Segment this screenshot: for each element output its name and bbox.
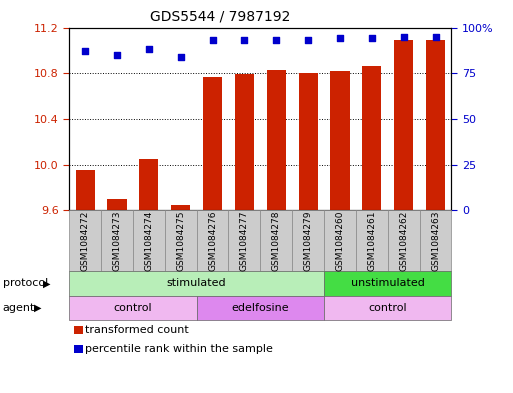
- Bar: [203, 77, 222, 210]
- Bar: [330, 71, 349, 210]
- Point: [368, 35, 376, 42]
- Bar: [75, 170, 95, 210]
- Text: GSM1084272: GSM1084272: [81, 211, 90, 271]
- Text: stimulated: stimulated: [167, 278, 226, 288]
- Bar: [108, 199, 127, 210]
- Point: [81, 48, 89, 54]
- Text: GSM1084279: GSM1084279: [304, 211, 312, 271]
- Text: GSM1084276: GSM1084276: [208, 211, 217, 271]
- Text: control: control: [114, 303, 152, 313]
- Bar: [171, 204, 190, 210]
- Text: ▶: ▶: [34, 303, 42, 313]
- Text: agent: agent: [3, 303, 35, 313]
- Point: [272, 37, 281, 44]
- Bar: [267, 70, 286, 210]
- Point: [431, 33, 440, 40]
- Text: percentile rank within the sample: percentile rank within the sample: [85, 344, 273, 354]
- Bar: [426, 40, 445, 210]
- Text: GSM1084260: GSM1084260: [336, 211, 344, 271]
- Bar: [362, 66, 381, 210]
- Text: protocol: protocol: [3, 278, 48, 288]
- Point: [145, 46, 153, 53]
- Point: [176, 53, 185, 60]
- Text: ▶: ▶: [43, 278, 50, 288]
- Text: edelfosine: edelfosine: [231, 303, 289, 313]
- Text: GSM1084274: GSM1084274: [144, 211, 153, 271]
- Point: [208, 37, 216, 44]
- Bar: [140, 159, 159, 210]
- Bar: [235, 74, 254, 210]
- Text: GSM1084277: GSM1084277: [240, 211, 249, 271]
- Point: [400, 33, 408, 40]
- Text: GSM1084263: GSM1084263: [431, 211, 440, 271]
- Point: [336, 35, 344, 42]
- Text: transformed count: transformed count: [85, 325, 189, 335]
- Point: [304, 37, 312, 44]
- Text: GSM1084273: GSM1084273: [112, 211, 122, 271]
- Point: [240, 37, 248, 44]
- Text: GSM1084275: GSM1084275: [176, 211, 185, 271]
- Text: GSM1084262: GSM1084262: [399, 211, 408, 271]
- Text: unstimulated: unstimulated: [351, 278, 425, 288]
- Text: control: control: [368, 303, 407, 313]
- Text: GSM1084278: GSM1084278: [272, 211, 281, 271]
- Bar: [299, 73, 318, 210]
- Text: GDS5544 / 7987192: GDS5544 / 7987192: [150, 10, 291, 24]
- Point: [113, 52, 121, 58]
- Bar: [394, 40, 413, 210]
- Text: GSM1084261: GSM1084261: [367, 211, 377, 271]
